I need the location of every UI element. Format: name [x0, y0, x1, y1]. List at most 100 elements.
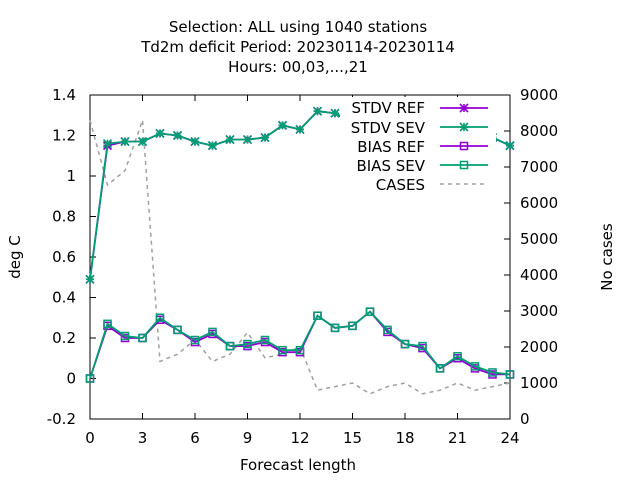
data-point — [330, 323, 340, 333]
y2-tick-label: 8000 — [520, 122, 558, 140]
data-point — [155, 313, 165, 322]
data-point — [208, 327, 217, 337]
y2-tick-label: 0 — [520, 410, 530, 428]
data-point-stroke — [505, 141, 515, 151]
data-point-stroke — [155, 128, 165, 139]
legend-samples — [440, 103, 488, 185]
series-line — [89, 310, 511, 379]
data-point — [120, 137, 130, 147]
data-point-stroke — [295, 124, 305, 134]
legend-label-stdv-sev: STDV SEV — [351, 119, 426, 137]
title-line-3: Hours: 00,03,...,21 — [228, 58, 368, 76]
x-tick-label: 15 — [343, 429, 362, 447]
chart-title: Selection: ALL using 1040 stations Td2m … — [140, 18, 455, 76]
y2-tick-label: 7000 — [520, 158, 558, 176]
data-point — [505, 370, 515, 379]
data-point-stroke — [260, 132, 270, 143]
legend-sample-marker — [459, 122, 469, 132]
data-point — [102, 139, 113, 149]
legend-sample — [440, 141, 488, 151]
data-point — [295, 124, 305, 134]
data-point-stroke — [120, 137, 130, 147]
y-tick-label: 0 — [66, 370, 76, 388]
data-point — [85, 274, 95, 284]
x-tick-label: 21 — [448, 429, 467, 447]
data-point — [400, 339, 410, 349]
y2-tick-label: 3000 — [520, 302, 558, 320]
x-tick-label: 18 — [395, 429, 414, 447]
data-point — [277, 120, 288, 130]
data-point-stroke — [277, 120, 288, 130]
data-point — [418, 341, 427, 351]
y-axis-label: deg C — [6, 235, 24, 279]
legend-sample — [440, 160, 488, 170]
x-axis-label: Forecast length — [240, 456, 356, 474]
data-point-stroke — [102, 139, 113, 149]
series-bias-sev — [85, 307, 515, 383]
data-point — [173, 325, 182, 335]
data-point-stroke — [190, 137, 200, 147]
x-tick-label: 3 — [138, 429, 148, 447]
data-point — [137, 137, 148, 147]
data-point — [295, 345, 305, 355]
data-point — [313, 311, 322, 320]
data-point — [505, 141, 515, 151]
legend-sample — [440, 122, 488, 132]
data-point — [138, 333, 147, 343]
series-line — [89, 310, 510, 379]
data-point — [435, 364, 445, 373]
x-tick-label: 0 — [85, 429, 95, 447]
data-point — [330, 108, 340, 118]
data-point — [243, 339, 252, 349]
legend-sample-marker-stroke — [459, 103, 469, 113]
x-axis: 0 3 6 9 12 15 18 21 24 — [85, 95, 520, 447]
series-bias-ref — [85, 307, 515, 383]
data-point-stroke — [242, 134, 253, 145]
y2-axis: 0 1000 2000 3000 4000 5000 6000 7000 8000 9000 — [504, 86, 558, 428]
data-point — [85, 374, 95, 383]
data-point — [190, 335, 200, 345]
data-point — [260, 132, 270, 143]
legend-sample-marker — [459, 103, 469, 113]
y2-tick-label: 1000 — [520, 374, 558, 392]
y-tick-label: 1 — [66, 167, 76, 185]
data-point — [488, 368, 497, 377]
data-point — [120, 331, 130, 341]
legend-sample — [440, 103, 488, 113]
y2-tick-label: 4000 — [520, 266, 558, 284]
y-tick-label: 1.2 — [52, 127, 76, 145]
data-point-stroke — [172, 130, 183, 141]
data-point — [155, 128, 165, 139]
data-point — [470, 362, 480, 371]
title-line-1: Selection: ALL using 1040 stations — [169, 18, 428, 36]
data-point-stroke — [225, 134, 235, 145]
x-tick-label: 6 — [190, 429, 200, 447]
y-axis: -0.2 0 0.2 0.4 0.6 0.8 1 1.2 1.4 — [47, 86, 96, 428]
title-line-2: Td2m deficit Period: 20230114-20230114 — [140, 38, 455, 56]
legend-label-bias-sev: BIAS SEV — [356, 157, 425, 175]
data-point — [172, 130, 183, 141]
x-tick-label: 9 — [243, 429, 253, 447]
legend-label-bias-ref: BIAS REF — [357, 138, 425, 156]
y-tick-label: -0.2 — [47, 410, 76, 428]
data-point — [190, 137, 200, 147]
data-point — [365, 307, 375, 316]
y-tick-label: 0.6 — [52, 248, 76, 266]
y-tick-label: 0.4 — [52, 289, 76, 307]
legend-sample-marker — [459, 160, 469, 170]
data-point-stroke — [207, 141, 218, 151]
data-point-stroke — [85, 274, 95, 284]
legend-label-cases: CASES — [376, 176, 425, 194]
data-point — [383, 325, 392, 335]
data-point-stroke — [330, 108, 340, 118]
data-point — [103, 319, 112, 329]
y2-tick-label: 9000 — [520, 86, 558, 104]
data-point — [312, 106, 323, 116]
y2-tick-label: 2000 — [520, 338, 558, 356]
y-tick-label: 0.2 — [52, 329, 76, 347]
data-point — [453, 351, 462, 361]
y2-tick-label: 6000 — [520, 194, 558, 212]
data-point — [348, 321, 357, 331]
data-point — [225, 134, 235, 145]
